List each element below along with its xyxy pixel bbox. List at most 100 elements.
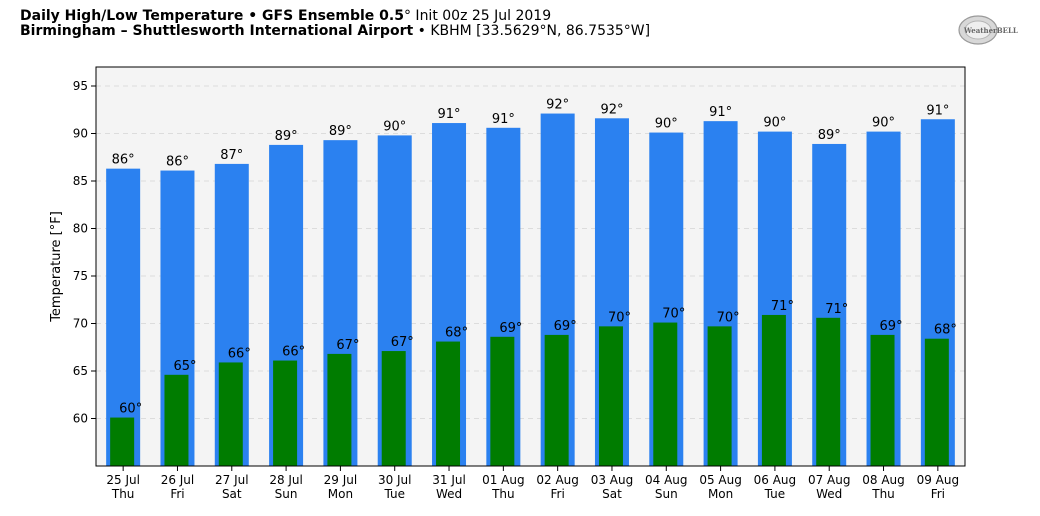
low-bar	[381, 351, 406, 466]
y-tick-label: 70	[73, 317, 88, 331]
y-tick-label: 65	[73, 364, 88, 378]
high-value-label: 92°	[546, 98, 569, 113]
location-coords: • KBHM [33.5629°N, 86.7535°W]	[413, 23, 651, 39]
y-tick-label: 85	[73, 174, 88, 188]
high-value-label: 86°	[112, 153, 135, 168]
low-value-label: 67°	[391, 335, 414, 350]
low-bar	[327, 353, 352, 466]
x-tick-weekday: Sat	[222, 487, 242, 501]
x-tick-date: 02 Aug	[536, 473, 579, 487]
x-tick-date: 06 Aug	[754, 473, 797, 487]
x-tick-weekday: Thu	[111, 487, 135, 501]
low-bar	[924, 338, 949, 466]
low-value-label: 71°	[825, 302, 848, 317]
x-tick-weekday: Wed	[436, 487, 462, 501]
x-tick-date: 30 Jul	[378, 473, 412, 487]
high-value-label: 86°	[166, 155, 189, 170]
y-axis-label: Temperature [°F]	[49, 211, 64, 323]
x-tick-weekday: Fri	[551, 487, 565, 501]
x-tick-weekday: Fri	[931, 487, 945, 501]
high-value-label: 91°	[926, 103, 949, 118]
low-value-label: 66°	[282, 345, 305, 360]
x-tick-weekday: Mon	[708, 487, 733, 501]
low-value-label: 66°	[228, 346, 251, 361]
low-bar	[870, 334, 895, 466]
low-value-label: 69°	[554, 319, 577, 334]
x-tick-date: 25 Jul	[106, 473, 140, 487]
high-value-label: 91°	[492, 112, 515, 127]
low-bar	[816, 317, 841, 466]
high-value-label: 87°	[220, 148, 243, 163]
high-value-label: 90°	[655, 117, 678, 132]
low-value-label: 70°	[662, 307, 685, 322]
x-tick-date: 03 Aug	[591, 473, 634, 487]
y-tick-label: 95	[73, 79, 88, 93]
low-value-label: 65°	[173, 359, 196, 374]
chart-title: Daily High/Low Temperature • GFS Ensembl…	[20, 8, 551, 24]
low-bar	[273, 360, 298, 466]
y-tick-label: 90	[73, 127, 88, 141]
plot-frame	[95, 66, 966, 467]
x-tick-weekday: Sat	[602, 487, 622, 501]
low-bar	[218, 362, 243, 466]
x-tick-date: 05 Aug	[699, 473, 742, 487]
title-init: Init 00z 25 Jul 2019	[410, 8, 552, 24]
low-bar	[598, 326, 623, 466]
logo-text: WeatherBELL	[963, 26, 1018, 35]
low-value-label: 68°	[934, 323, 957, 338]
y-tick-label: 60	[73, 412, 88, 426]
high-value-label: 89°	[329, 124, 352, 139]
low-bar	[707, 326, 732, 466]
x-tick-date: 08 Aug	[862, 473, 905, 487]
low-value-label: 69°	[880, 319, 903, 334]
x-tick-date: 01 Aug	[482, 473, 525, 487]
high-value-label: 92°	[600, 102, 623, 117]
title-main: Daily High/Low Temperature • GFS Ensembl…	[20, 8, 404, 24]
x-tick-date: 29 Jul	[324, 473, 358, 487]
x-tick-weekday: Tue	[764, 487, 786, 501]
title-degree: °	[403, 8, 411, 24]
low-bar	[164, 374, 189, 466]
low-value-label: 71°	[771, 299, 794, 314]
high-value-label: 90°	[763, 116, 786, 131]
weatherbell-logo-icon: WeatherBELL	[958, 15, 1018, 45]
x-tick-date: 04 Aug	[645, 473, 688, 487]
low-bar	[110, 417, 135, 466]
high-value-label: 89°	[275, 129, 298, 144]
x-tick-weekday: Thu	[491, 487, 515, 501]
y-tick-label: 75	[73, 269, 88, 283]
low-value-label: 68°	[445, 326, 468, 341]
x-tick-date: 09 Aug	[917, 473, 960, 487]
x-tick-weekday: Wed	[816, 487, 842, 501]
low-bar	[544, 334, 569, 466]
x-tick-weekday: Sun	[655, 487, 678, 501]
high-value-label: 91°	[438, 107, 461, 122]
x-tick-weekday: Mon	[328, 487, 353, 501]
low-bar	[436, 341, 461, 466]
x-tick-date: 26 Jul	[161, 473, 195, 487]
low-bar	[490, 336, 515, 466]
high-value-label: 91°	[709, 105, 732, 120]
x-tick-weekday: Fri	[170, 487, 184, 501]
high-value-label: 90°	[383, 119, 406, 134]
high-value-label: 89°	[818, 128, 841, 143]
low-value-label: 70°	[608, 310, 631, 325]
x-tick-date: 07 Aug	[808, 473, 851, 487]
location-name: Birmingham – Shuttlesworth International…	[20, 23, 414, 39]
high-value-label: 90°	[872, 116, 895, 131]
low-bar	[653, 322, 678, 466]
low-value-label: 67°	[336, 338, 359, 353]
low-value-label: 69°	[499, 321, 522, 336]
x-tick-weekday: Thu	[871, 487, 895, 501]
x-tick-date: 31 Jul	[432, 473, 466, 487]
y-tick-label: 80	[73, 222, 88, 236]
x-tick-date: 28 Jul	[269, 473, 303, 487]
low-value-label: 70°	[717, 310, 740, 325]
x-tick-weekday: Sun	[275, 487, 298, 501]
low-value-label: 60°	[119, 402, 142, 417]
x-tick-weekday: Tue	[383, 487, 405, 501]
low-bar	[761, 314, 786, 466]
high-bar	[106, 168, 141, 466]
chart-subtitle: Birmingham – Shuttlesworth International…	[20, 23, 650, 39]
